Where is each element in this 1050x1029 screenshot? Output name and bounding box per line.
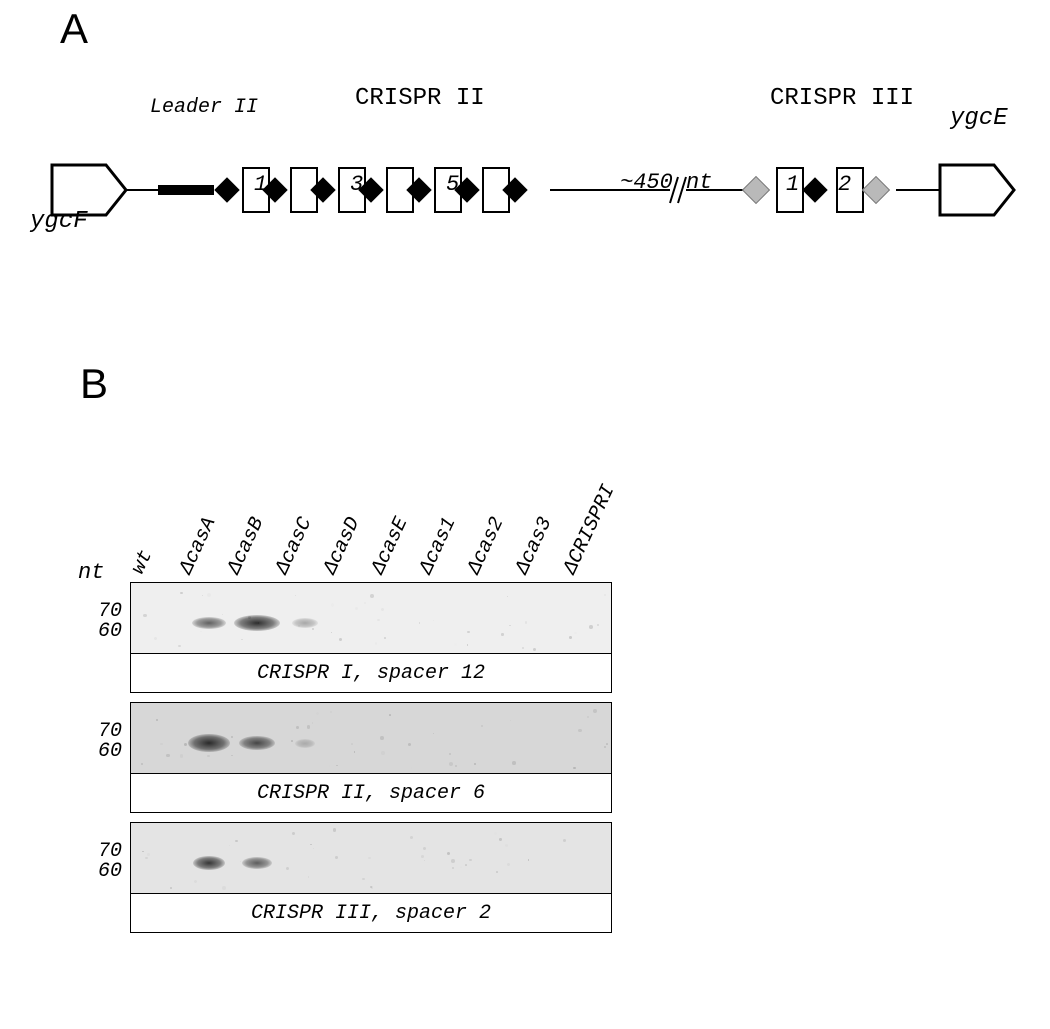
- gene-track: ygcF Leader II ~450 nt: [50, 130, 1010, 250]
- gel-band: [234, 615, 280, 631]
- repeat-diamond: [742, 176, 770, 204]
- gel-caption: CRISPR I, spacer 12: [130, 654, 612, 693]
- c3-num-1: 1: [786, 172, 799, 197]
- gap-label: ~450 nt: [620, 170, 712, 195]
- lane-label: Δcas3: [511, 514, 557, 578]
- c2-num-5: 5: [446, 172, 459, 197]
- panel-a: A CRISPR II CRISPR III ygcE ygcF Leader …: [0, 0, 1050, 300]
- repeat-diamond: [802, 177, 827, 202]
- size-mark: 60: [82, 860, 122, 883]
- baseline-seg4: [896, 189, 940, 191]
- c3-num-2: 2: [838, 172, 851, 197]
- gel-band: [192, 617, 226, 629]
- size-mark: 60: [82, 620, 122, 643]
- c2-num-1: 1: [254, 172, 267, 197]
- size-mark: 60: [82, 740, 122, 763]
- nt-label: nt: [78, 560, 104, 585]
- leader-label: Leader II: [150, 96, 258, 119]
- panel-a-label: A: [60, 5, 88, 53]
- figure: A CRISPR II CRISPR III ygcE ygcF Leader …: [0, 0, 1050, 1029]
- repeat-diamond: [862, 176, 890, 204]
- crispr3-title: CRISPR III: [770, 85, 914, 112]
- gene-right-arrow: [938, 163, 1016, 217]
- lane-label: ΔcasA: [175, 514, 221, 578]
- lane-label: wt: [127, 547, 158, 578]
- gel-caption: CRISPR III, spacer 2: [130, 894, 612, 933]
- gel-band: [295, 739, 315, 748]
- gel-image: [130, 702, 612, 774]
- panel-b-label: B: [80, 360, 108, 408]
- leader-bar: [158, 185, 214, 195]
- lane-label: ΔcasD: [319, 514, 365, 578]
- baseline-seg3: [686, 189, 746, 191]
- lane-label: Δcas1: [415, 514, 461, 578]
- gel-caption: CRISPR II, spacer 6: [130, 774, 612, 813]
- repeat-diamond: [214, 177, 239, 202]
- gel-row: CRISPR II, spacer 6: [130, 702, 610, 813]
- panel-b: B wtΔcasAΔcasBΔcasCΔcasDΔcasEΔcas1Δcas2Δ…: [0, 360, 1050, 1020]
- gel-image: [130, 582, 612, 654]
- lane-label: ΔCRISPRI: [559, 481, 620, 578]
- gel-band: [188, 734, 230, 752]
- gel-row: CRISPR III, spacer 2: [130, 822, 610, 933]
- gel-band: [292, 618, 318, 628]
- gel-image: [130, 822, 612, 894]
- gene-right-label: ygcE: [950, 105, 1008, 132]
- gel-band: [239, 736, 275, 750]
- lane-label: ΔcasC: [271, 514, 317, 578]
- crispr2-title: CRISPR II: [355, 85, 485, 112]
- lane-label: ΔcasE: [367, 514, 413, 578]
- c2-num-3: 3: [350, 172, 363, 197]
- lane-label: ΔcasB: [223, 514, 269, 578]
- gel-band: [193, 856, 225, 870]
- gene-left-label: ygcF: [30, 208, 88, 235]
- gel-row: CRISPR I, spacer 12: [130, 582, 610, 693]
- gel-band: [242, 857, 272, 869]
- lane-label: Δcas2: [463, 514, 509, 578]
- baseline-seg: [126, 189, 158, 191]
